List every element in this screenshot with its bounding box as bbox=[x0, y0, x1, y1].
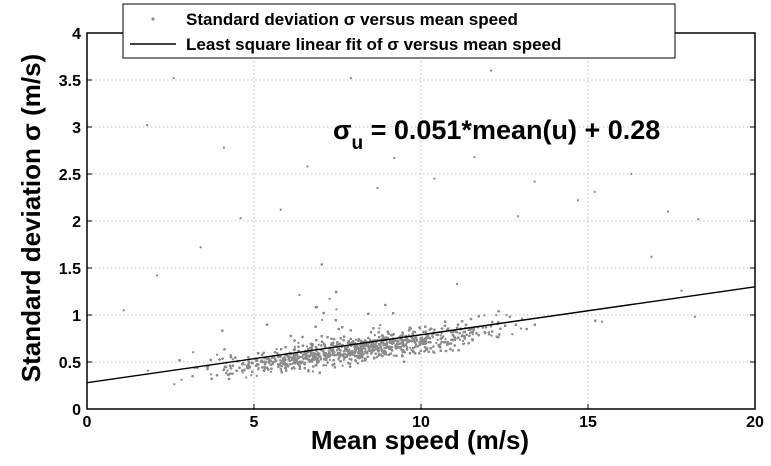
scatter-point bbox=[431, 335, 433, 337]
scatter-point bbox=[374, 334, 376, 336]
scatter-point bbox=[232, 358, 234, 360]
scatter-point bbox=[369, 338, 371, 340]
scatter-point bbox=[379, 324, 381, 326]
scatter-point bbox=[327, 349, 329, 351]
scatter-point bbox=[343, 359, 345, 361]
scatter-point bbox=[355, 339, 357, 341]
scatter-point bbox=[321, 319, 323, 321]
scatter-point bbox=[400, 343, 402, 345]
scatter-point bbox=[329, 359, 331, 361]
scatter-point bbox=[192, 351, 194, 353]
scatter-point bbox=[279, 359, 281, 361]
scatter-point bbox=[318, 344, 320, 346]
scatter-point bbox=[298, 294, 300, 296]
scatter-point bbox=[432, 346, 434, 348]
scatter-point bbox=[511, 333, 513, 335]
scatter-point bbox=[495, 314, 497, 316]
scatter-point bbox=[435, 342, 437, 344]
scatter-point bbox=[363, 347, 365, 349]
scatter-point bbox=[601, 321, 603, 323]
scatter-point bbox=[341, 364, 343, 366]
scatter-point bbox=[490, 334, 492, 336]
scatter-point bbox=[444, 338, 446, 340]
scatter-point bbox=[245, 376, 247, 378]
scatter-point bbox=[312, 370, 314, 372]
scatter-point bbox=[297, 342, 299, 344]
scatter-point bbox=[275, 348, 277, 350]
scatter-point bbox=[378, 327, 380, 329]
scatter-point bbox=[328, 298, 330, 300]
scatter-point bbox=[462, 343, 464, 345]
scatter-point bbox=[180, 379, 182, 381]
scatter-point bbox=[216, 354, 218, 356]
scatter-point bbox=[483, 314, 485, 316]
scatter-point bbox=[393, 354, 395, 356]
scatter-point bbox=[415, 343, 417, 345]
scatter-point bbox=[437, 339, 439, 341]
scatter-point bbox=[439, 334, 441, 336]
scatter-point bbox=[343, 350, 345, 352]
scatter-point bbox=[456, 283, 458, 285]
scatter-point bbox=[462, 340, 464, 342]
scatter-point bbox=[256, 375, 258, 377]
scatter-point bbox=[520, 327, 522, 329]
scatter-point bbox=[147, 369, 149, 371]
scatter-point bbox=[306, 345, 308, 347]
scatter-point bbox=[505, 314, 507, 316]
scatter-point bbox=[250, 374, 252, 376]
scatter-point bbox=[380, 348, 382, 350]
scatter-point bbox=[459, 339, 461, 341]
scatter-point bbox=[226, 369, 228, 371]
grid bbox=[87, 33, 755, 409]
scatter-point bbox=[292, 363, 294, 365]
scatter-point bbox=[173, 383, 175, 385]
scatter-point bbox=[210, 373, 212, 375]
scatter-point bbox=[472, 333, 474, 335]
scatter-point bbox=[335, 308, 337, 310]
scatter-point bbox=[409, 347, 411, 349]
scatter-point bbox=[257, 368, 259, 370]
scatter-point bbox=[294, 346, 296, 348]
scatter-point bbox=[325, 364, 327, 366]
scatter-point bbox=[243, 363, 245, 365]
scatter-point bbox=[270, 371, 272, 373]
